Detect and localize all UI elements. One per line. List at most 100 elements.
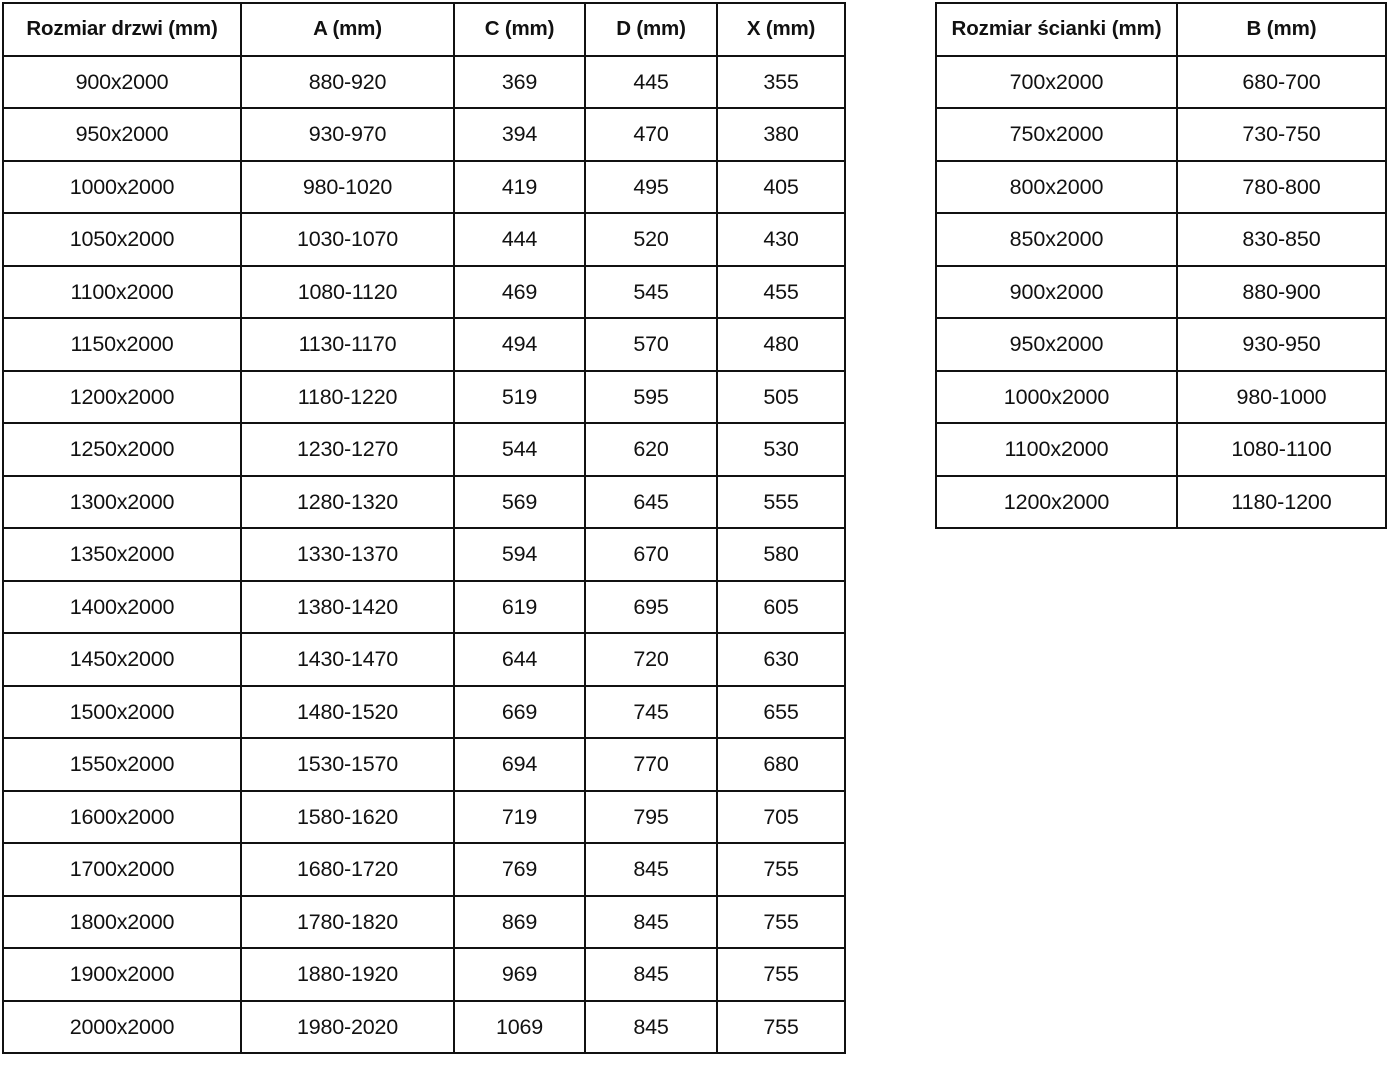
table-row: 850x2000 830-850 [935,212,1387,267]
table-row: 1350x2000 1330-1370 594 670 580 [2,527,846,582]
table-row: 950x2000 930-970 394 470 380 [2,107,846,162]
table-row: 1000x2000 980-1020 419 495 405 [2,159,846,214]
wall_table-cell: 930-950 [1176,317,1387,372]
doors_table-cell: 1550x2000 [2,737,242,792]
table-row: 1250x2000 1230-1270 544 620 530 [2,422,846,477]
doors_table-cell: 1500x2000 [2,684,242,739]
doors_table-cell: 1900x2000 [2,947,242,1002]
column-header-x: X (mm) [716,2,846,57]
doors_table-cell: 1700x2000 [2,842,242,897]
wall-table-header: Rozmiar ścianki (mm) B (mm) [935,2,1387,57]
table-row: 900x2000 880-920 369 445 355 [2,54,846,109]
doors_table-cell: 430 [716,212,846,267]
wall_table-cell: 830-850 [1176,212,1387,267]
doors_table-cell: 369 [453,54,586,109]
doors_table-cell: 569 [453,474,586,529]
table-row: 1800x2000 1780-1820 869 845 755 [2,894,846,949]
wall_table-cell: 700x2000 [935,54,1178,109]
wall_table-cell: 1200x2000 [935,474,1178,529]
wall_table-cell: 980-1000 [1176,369,1387,424]
wall-dimensions-table: Rozmiar ścianki (mm) B (mm) 700x2000 680-… [935,2,1387,529]
doors_table-cell: 980-1020 [240,159,455,214]
doors_table-cell: 869 [453,894,586,949]
doors_table-cell: 455 [716,264,846,319]
table-row: 2000x2000 1980-2020 1069 845 755 [2,999,846,1054]
doors_table-cell: 695 [584,579,718,634]
doors_table-cell: 595 [584,369,718,424]
doors-table-body: 900x2000 880-920 369 445 355 950x2000 930-970 3… [2,54,846,1054]
doors_table-cell: 619 [453,579,586,634]
table-row: 1900x2000 1880-1920 969 845 755 [2,947,846,1002]
table-row: 1500x2000 1480-1520 669 745 655 [2,684,846,739]
column-header-d: D (mm) [584,2,718,57]
doors_table-cell: 630 [716,632,846,687]
doors_table-cell: 655 [716,684,846,739]
doors_table-cell: 645 [584,474,718,529]
table-row: 800x2000 780-800 [935,159,1387,214]
doors_table-cell: 1350x2000 [2,527,242,582]
doors_table-cell: 1030-1070 [240,212,455,267]
wall_table-cell: 1080-1100 [1176,422,1387,477]
column-header-wall-size: Rozmiar ścianki (mm) [935,2,1178,57]
doors_table-cell: 930-970 [240,107,455,162]
doors_table-cell: 745 [584,684,718,739]
doors_table-cell: 950x2000 [2,107,242,162]
table-header-row: Rozmiar ścianki (mm) B (mm) [935,2,1387,57]
doors_table-cell: 669 [453,684,586,739]
doors_table-cell: 544 [453,422,586,477]
table-row: 1150x2000 1130-1170 494 570 480 [2,317,846,372]
doors_table-cell: 755 [716,894,846,949]
table-row: 1000x2000 980-1000 [935,369,1387,424]
doors_table-cell: 444 [453,212,586,267]
column-header-c: C (mm) [453,2,586,57]
doors_table-cell: 705 [716,789,846,844]
doors_table-cell: 495 [584,159,718,214]
doors_table-cell: 845 [584,999,718,1054]
doors_table-cell: 1580-1620 [240,789,455,844]
table-row: 1400x2000 1380-1420 619 695 605 [2,579,846,634]
column-header-b: B (mm) [1176,2,1387,57]
doors_table-cell: 620 [584,422,718,477]
wall_table-cell: 900x2000 [935,264,1178,319]
doors_table-cell: 594 [453,527,586,582]
table-row: 1100x2000 1080-1120 469 545 455 [2,264,846,319]
wall_table-cell: 1100x2000 [935,422,1178,477]
doors_table-cell: 1980-2020 [240,999,455,1054]
doors_table-cell: 694 [453,737,586,792]
doors_table-cell: 1330-1370 [240,527,455,582]
doors_table-cell: 670 [584,527,718,582]
table-row: 1050x2000 1030-1070 444 520 430 [2,212,846,267]
doors_table-cell: 1280-1320 [240,474,455,529]
doors_table-cell: 644 [453,632,586,687]
table-header-row: Rozmiar drzwi (mm) A (mm) C (mm) D (mm) … [2,2,846,57]
doors_table-cell: 480 [716,317,846,372]
doors_table-cell: 719 [453,789,586,844]
doors_table-cell: 380 [716,107,846,162]
doors_table-cell: 570 [584,317,718,372]
table-row: 1600x2000 1580-1620 719 795 705 [2,789,846,844]
column-header-door-size: Rozmiar drzwi (mm) [2,2,242,57]
table-row: 1200x2000 1180-1220 519 595 505 [2,369,846,424]
doors_table-cell: 445 [584,54,718,109]
wall_table-cell: 730-750 [1176,107,1387,162]
doors_table-cell: 1530-1570 [240,737,455,792]
wall_table-cell: 800x2000 [935,159,1178,214]
table-row: 900x2000 880-900 [935,264,1387,319]
doors_table-cell: 1430-1470 [240,632,455,687]
table-row: 750x2000 730-750 [935,107,1387,162]
doors_table-cell: 680 [716,737,846,792]
table-row: 1300x2000 1280-1320 569 645 555 [2,474,846,529]
table-row: 1200x2000 1180-1200 [935,474,1387,529]
doors_table-cell: 555 [716,474,846,529]
doors_table-cell: 1300x2000 [2,474,242,529]
doors_table-cell: 1050x2000 [2,212,242,267]
table-row: 950x2000 930-950 [935,317,1387,372]
table-row: 1450x2000 1430-1470 644 720 630 [2,632,846,687]
table-row: 1100x2000 1080-1100 [935,422,1387,477]
doors_table-cell: 1130-1170 [240,317,455,372]
doors_table-cell: 1800x2000 [2,894,242,949]
doors_table-cell: 1200x2000 [2,369,242,424]
doors_table-cell: 845 [584,947,718,1002]
doors_table-cell: 755 [716,947,846,1002]
